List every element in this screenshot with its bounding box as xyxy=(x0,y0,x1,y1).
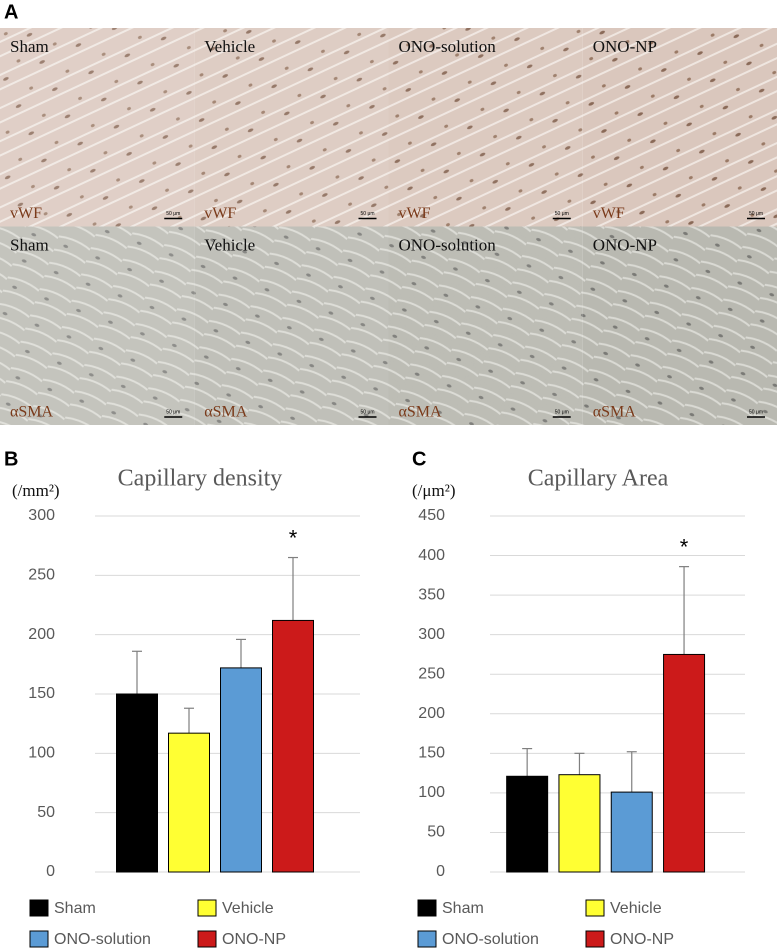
legend-swatch xyxy=(417,899,437,917)
stain-label: αSMA xyxy=(204,404,248,421)
y-tick-label: 300 xyxy=(28,507,55,524)
group-label: ONO-solution xyxy=(399,235,497,254)
scale-bar-label: 50 μm xyxy=(749,409,763,415)
y-tick-label: 0 xyxy=(436,863,445,880)
y-tick-label: 200 xyxy=(28,626,55,643)
y-axis-label: (/μm²) xyxy=(412,481,455,500)
panel-label: C xyxy=(412,448,426,470)
stain-label: vWF xyxy=(204,205,236,222)
y-tick-label: 100 xyxy=(418,784,445,801)
micrograph xyxy=(194,226,389,425)
bar xyxy=(506,775,549,873)
y-tick-label: 250 xyxy=(418,665,445,682)
stain-label: αSMA xyxy=(399,404,443,421)
legend-swatch xyxy=(29,930,49,948)
y-tick-label: 350 xyxy=(418,586,445,603)
annotation: * xyxy=(289,525,298,550)
y-tick-label: 450 xyxy=(418,507,445,524)
micrograph xyxy=(388,28,583,227)
legend-swatch xyxy=(585,899,605,917)
y-tick-label: 50 xyxy=(37,804,55,821)
micrograph xyxy=(194,28,389,227)
y-tick-label: 150 xyxy=(28,685,55,702)
legend-swatch xyxy=(197,930,217,948)
bar xyxy=(116,693,158,873)
y-tick-label: 50 xyxy=(427,824,445,841)
legend-label: ONO-NP xyxy=(610,931,674,948)
y-tick-label: 0 xyxy=(46,863,55,880)
legend-label: ONO-NP xyxy=(222,931,286,948)
scale-bar-label: 50 μm xyxy=(166,211,180,217)
bar xyxy=(663,653,706,873)
y-tick-label: 100 xyxy=(28,745,55,762)
scale-bar-label: 50 μm xyxy=(361,211,375,217)
stain-label: vWF xyxy=(593,205,625,222)
legend-swatch xyxy=(585,930,605,948)
y-tick-label: 400 xyxy=(418,547,445,564)
bar xyxy=(272,619,314,873)
legend-label: Vehicle xyxy=(610,900,662,917)
bar xyxy=(168,732,210,873)
legend-swatch xyxy=(29,899,49,917)
stain-label: vWF xyxy=(399,205,431,222)
annotation: * xyxy=(680,534,689,559)
legend-label: ONO-solution xyxy=(54,931,151,948)
stain-label: αSMA xyxy=(593,404,637,421)
scale-bar-label: 50 μm xyxy=(361,409,375,415)
chart-title: Capillary density xyxy=(118,466,283,492)
bar xyxy=(220,667,262,873)
legend-label: Sham xyxy=(54,900,96,917)
y-tick-label: 150 xyxy=(418,745,445,762)
y-axis-label: (/mm²) xyxy=(12,481,60,500)
y-tick-label: 300 xyxy=(418,626,445,643)
scale-bar-label: 50 μm xyxy=(749,211,763,217)
panel-label: B xyxy=(4,448,18,470)
micrograph xyxy=(0,226,195,425)
scale-bar-label: 50 μm xyxy=(166,409,180,415)
y-tick-label: 250 xyxy=(28,567,55,584)
micrograph xyxy=(582,226,777,425)
scale-bar-label: 50 μm xyxy=(555,409,569,415)
scale-bar-label: 50 μm xyxy=(555,211,569,217)
legend-swatch xyxy=(417,930,437,948)
stain-label: αSMA xyxy=(10,404,54,421)
chart-title: Capillary Area xyxy=(528,466,669,492)
y-tick-label: 200 xyxy=(418,705,445,722)
bar xyxy=(610,791,653,873)
bar xyxy=(558,774,601,873)
legend-swatch xyxy=(197,899,217,917)
group-label: ONO-solution xyxy=(399,37,497,56)
micrograph xyxy=(0,28,195,227)
micrograph xyxy=(388,226,583,425)
group-label: ONO-NP xyxy=(593,235,657,254)
legend-label: Vehicle xyxy=(222,900,274,917)
legend-label: ONO-solution xyxy=(442,931,539,948)
group-label: Sham xyxy=(10,235,49,254)
group-label: Sham xyxy=(10,37,49,56)
group-label: Vehicle xyxy=(204,235,255,254)
stain-label: vWF xyxy=(10,205,42,222)
micrograph xyxy=(582,28,777,227)
group-label: Vehicle xyxy=(204,37,255,56)
panel-label: A xyxy=(4,1,18,23)
group-label: ONO-NP xyxy=(593,37,657,56)
legend-label: Sham xyxy=(442,900,484,917)
